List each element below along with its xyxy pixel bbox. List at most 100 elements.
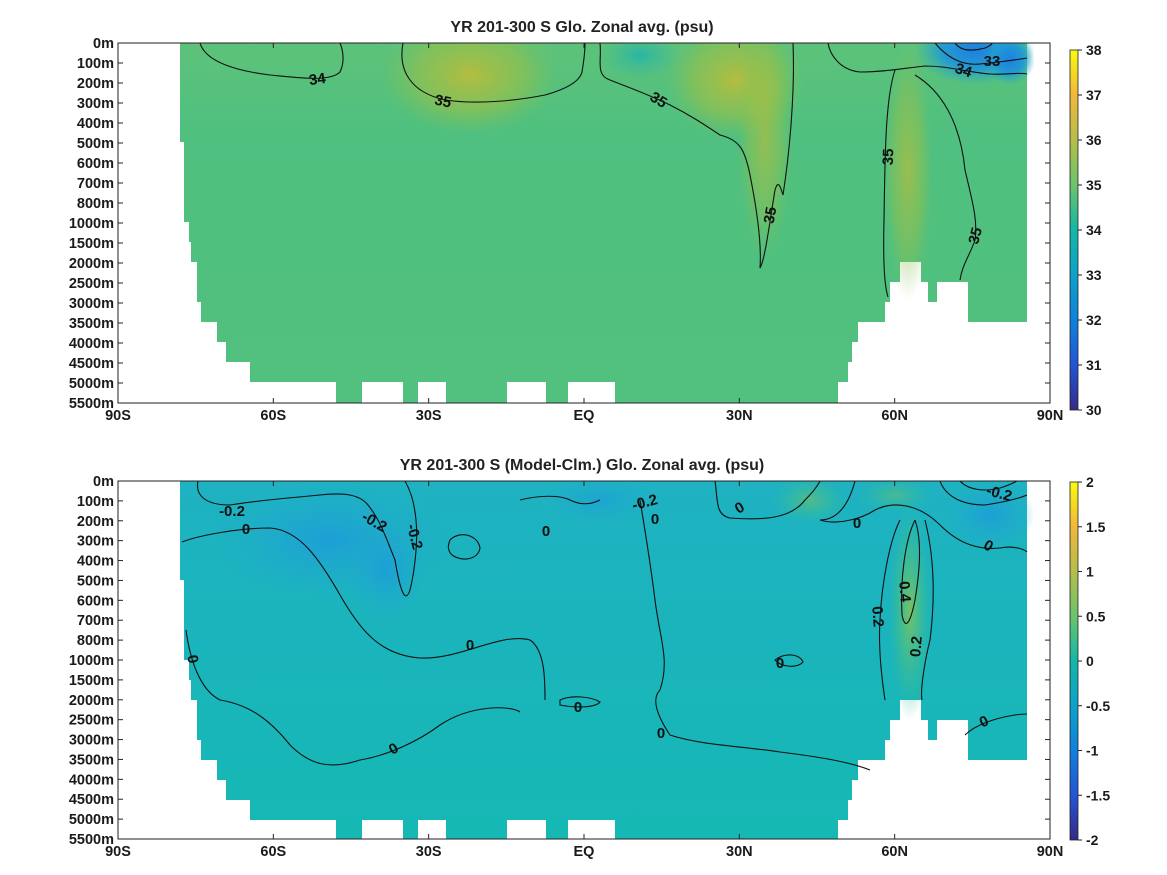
- bottom-clabel: 0: [466, 637, 474, 654]
- top-clabel: 35: [965, 226, 986, 247]
- bottom-clabel: 0: [853, 515, 861, 532]
- y-tick-label: 2500m: [69, 276, 114, 292]
- bottom-contour-02-natl: [878, 519, 901, 701]
- y-tick-label: 300m: [77, 534, 114, 550]
- bottom-heatmap: -0.2 0 -0.2 -0.2 0 -0.2 0 0 0 0 0 0.4 0.…: [180, 481, 1035, 839]
- y-tick-label: 100m: [77, 56, 114, 72]
- bottom-clabel: 0: [242, 521, 250, 538]
- bottom-clabel: 0: [542, 523, 550, 540]
- colorbar-tick-label: 31: [1086, 357, 1102, 373]
- bottom-clabel: -0.2: [984, 482, 1013, 505]
- top-colorbar: [1069, 49, 1079, 411]
- x-tick-label: 60N: [881, 844, 908, 860]
- x-tick-label: 60N: [881, 408, 908, 424]
- x-tick-label: 30S: [416, 408, 442, 424]
- top-contour-34-south: [199, 43, 344, 79]
- y-tick-label: 1500m: [69, 673, 114, 689]
- y-tick-label: 3000m: [69, 733, 114, 749]
- bottom-colorbar-ticks: 2 1.5 1 0.5 0 -0.5 -1 -1.5 -2: [1078, 474, 1110, 848]
- colorbar-tick-label: 0: [1086, 653, 1094, 669]
- y-tick-label: 700m: [77, 176, 114, 192]
- bottom-contour-0-eq: [519, 495, 601, 505]
- x-tick-label: 60S: [260, 844, 286, 860]
- bottom-salty-arctic: [855, 481, 935, 513]
- top-clabel: 35: [647, 89, 670, 112]
- top-contour-35-mid: [599, 43, 794, 269]
- bottom-clabel: 0: [776, 655, 784, 672]
- y-tick-label: 0m: [93, 474, 114, 490]
- colorbar-tick-label: 38: [1086, 42, 1102, 58]
- y-tick-label: 400m: [77, 554, 114, 570]
- y-tick-label: 600m: [77, 593, 114, 609]
- bottom-contour-0-southern: [181, 527, 546, 701]
- top-ocean-field: [180, 43, 1027, 403]
- top-clabel: 35: [761, 206, 781, 225]
- y-tick-label: 800m: [77, 633, 114, 649]
- x-tick-label: 60S: [260, 408, 286, 424]
- colorbar-tick-label: 2: [1086, 474, 1094, 490]
- top-med-tongue: [737, 43, 793, 260]
- bottom-contour-neg-arctic2: [959, 481, 1018, 491]
- y-tick-label: 200m: [77, 76, 114, 92]
- top-colorbar-ticks: 38 37 36 35 34 33 32 31 30: [1078, 42, 1102, 418]
- y-tick-label: 500m: [77, 136, 114, 152]
- top-panel: YR 201-300 S Glo. Zonal avg. (psu) 34 35: [69, 19, 1102, 424]
- y-tick-label: 5500m: [69, 832, 114, 848]
- y-tick-label: 2500m: [69, 713, 114, 729]
- top-contour-35-south: [401, 43, 586, 103]
- y-tick-label: 3000m: [69, 296, 114, 312]
- y-tick-label: 5500m: [69, 396, 114, 412]
- y-tick-label: 700m: [77, 613, 114, 629]
- x-tick-label: 30N: [726, 844, 753, 860]
- bottom-clabel: 0.2: [907, 635, 926, 657]
- bottom-contour-neg-arctic: [939, 481, 1028, 506]
- top-clabel: 33: [984, 53, 1001, 70]
- y-tick-label: 0m: [93, 36, 114, 52]
- bottom-clabel: -0.2: [630, 491, 659, 514]
- bottom-contour-0-natl: [714, 481, 821, 520]
- colorbar-tick-label: 32: [1086, 312, 1102, 328]
- bottom-contour-0-arctic: [819, 481, 1028, 553]
- y-tick-label: 300m: [77, 96, 114, 112]
- bottom-contour-blob2: [559, 696, 601, 708]
- top-clabel: 35: [433, 92, 453, 112]
- bottom-clabel: 0: [574, 699, 582, 716]
- colorbar-tick-label: -0.5: [1086, 698, 1110, 714]
- bottom-contour-neg-south: [196, 481, 418, 597]
- y-tick-label: 4000m: [69, 336, 114, 352]
- colorbar-tick-label: 0.5: [1086, 608, 1106, 624]
- x-tick-label: 90N: [1037, 408, 1064, 424]
- top-contour-34-arctic: [827, 43, 1028, 75]
- top-title: YR 201-300 S Glo. Zonal avg. (psu): [450, 19, 713, 36]
- y-tick-label: 5000m: [69, 812, 114, 828]
- bottom-contour-0-mid: [639, 499, 871, 771]
- bottom-clabel: 0: [657, 725, 665, 742]
- top-clabel: 35: [880, 148, 898, 165]
- bottom-clabel: 0: [183, 654, 201, 665]
- bottom-salty-natl-top: [770, 481, 850, 525]
- top-contour-35-natl: [883, 69, 896, 298]
- y-tick-label: 2000m: [69, 693, 114, 709]
- bottom-colorbar: [1069, 481, 1079, 841]
- colorbar-tick-label: 30: [1086, 402, 1102, 418]
- colorbar-tick-label: -1: [1086, 743, 1099, 759]
- top-clabel: 34: [308, 70, 328, 89]
- y-tick-label: 800m: [77, 196, 114, 212]
- bottom-contour-0-deepnatl: [964, 713, 1028, 736]
- top-natl-tongue: [883, 43, 933, 300]
- bottom-y-ticks: 0m 100m 200m 300m 400m 500m 600m 700m 800m 1000m 1…: [69, 474, 1050, 848]
- x-tick-label: 30N: [726, 408, 753, 424]
- bottom-clabel: 0.2: [868, 605, 887, 627]
- colorbar-tick-label: -2: [1086, 832, 1099, 848]
- top-x-ticks: 90S 60S 30S EQ 30N 60N 90N: [105, 43, 1063, 424]
- bottom-clabel: -0.2: [403, 522, 426, 551]
- bottom-salty-natl: [888, 500, 932, 720]
- bottom-clabel: -0.2: [219, 503, 245, 520]
- y-tick-label: 400m: [77, 116, 114, 132]
- x-tick-label: EQ: [574, 408, 595, 424]
- bottom-x-ticks: 90S 60S 30S EQ 30N 60N 90N: [105, 481, 1063, 860]
- top-contour-33-arctic: [934, 43, 1028, 65]
- top-contour-35-natl2: [914, 74, 977, 281]
- y-tick-label: 3500m: [69, 316, 114, 332]
